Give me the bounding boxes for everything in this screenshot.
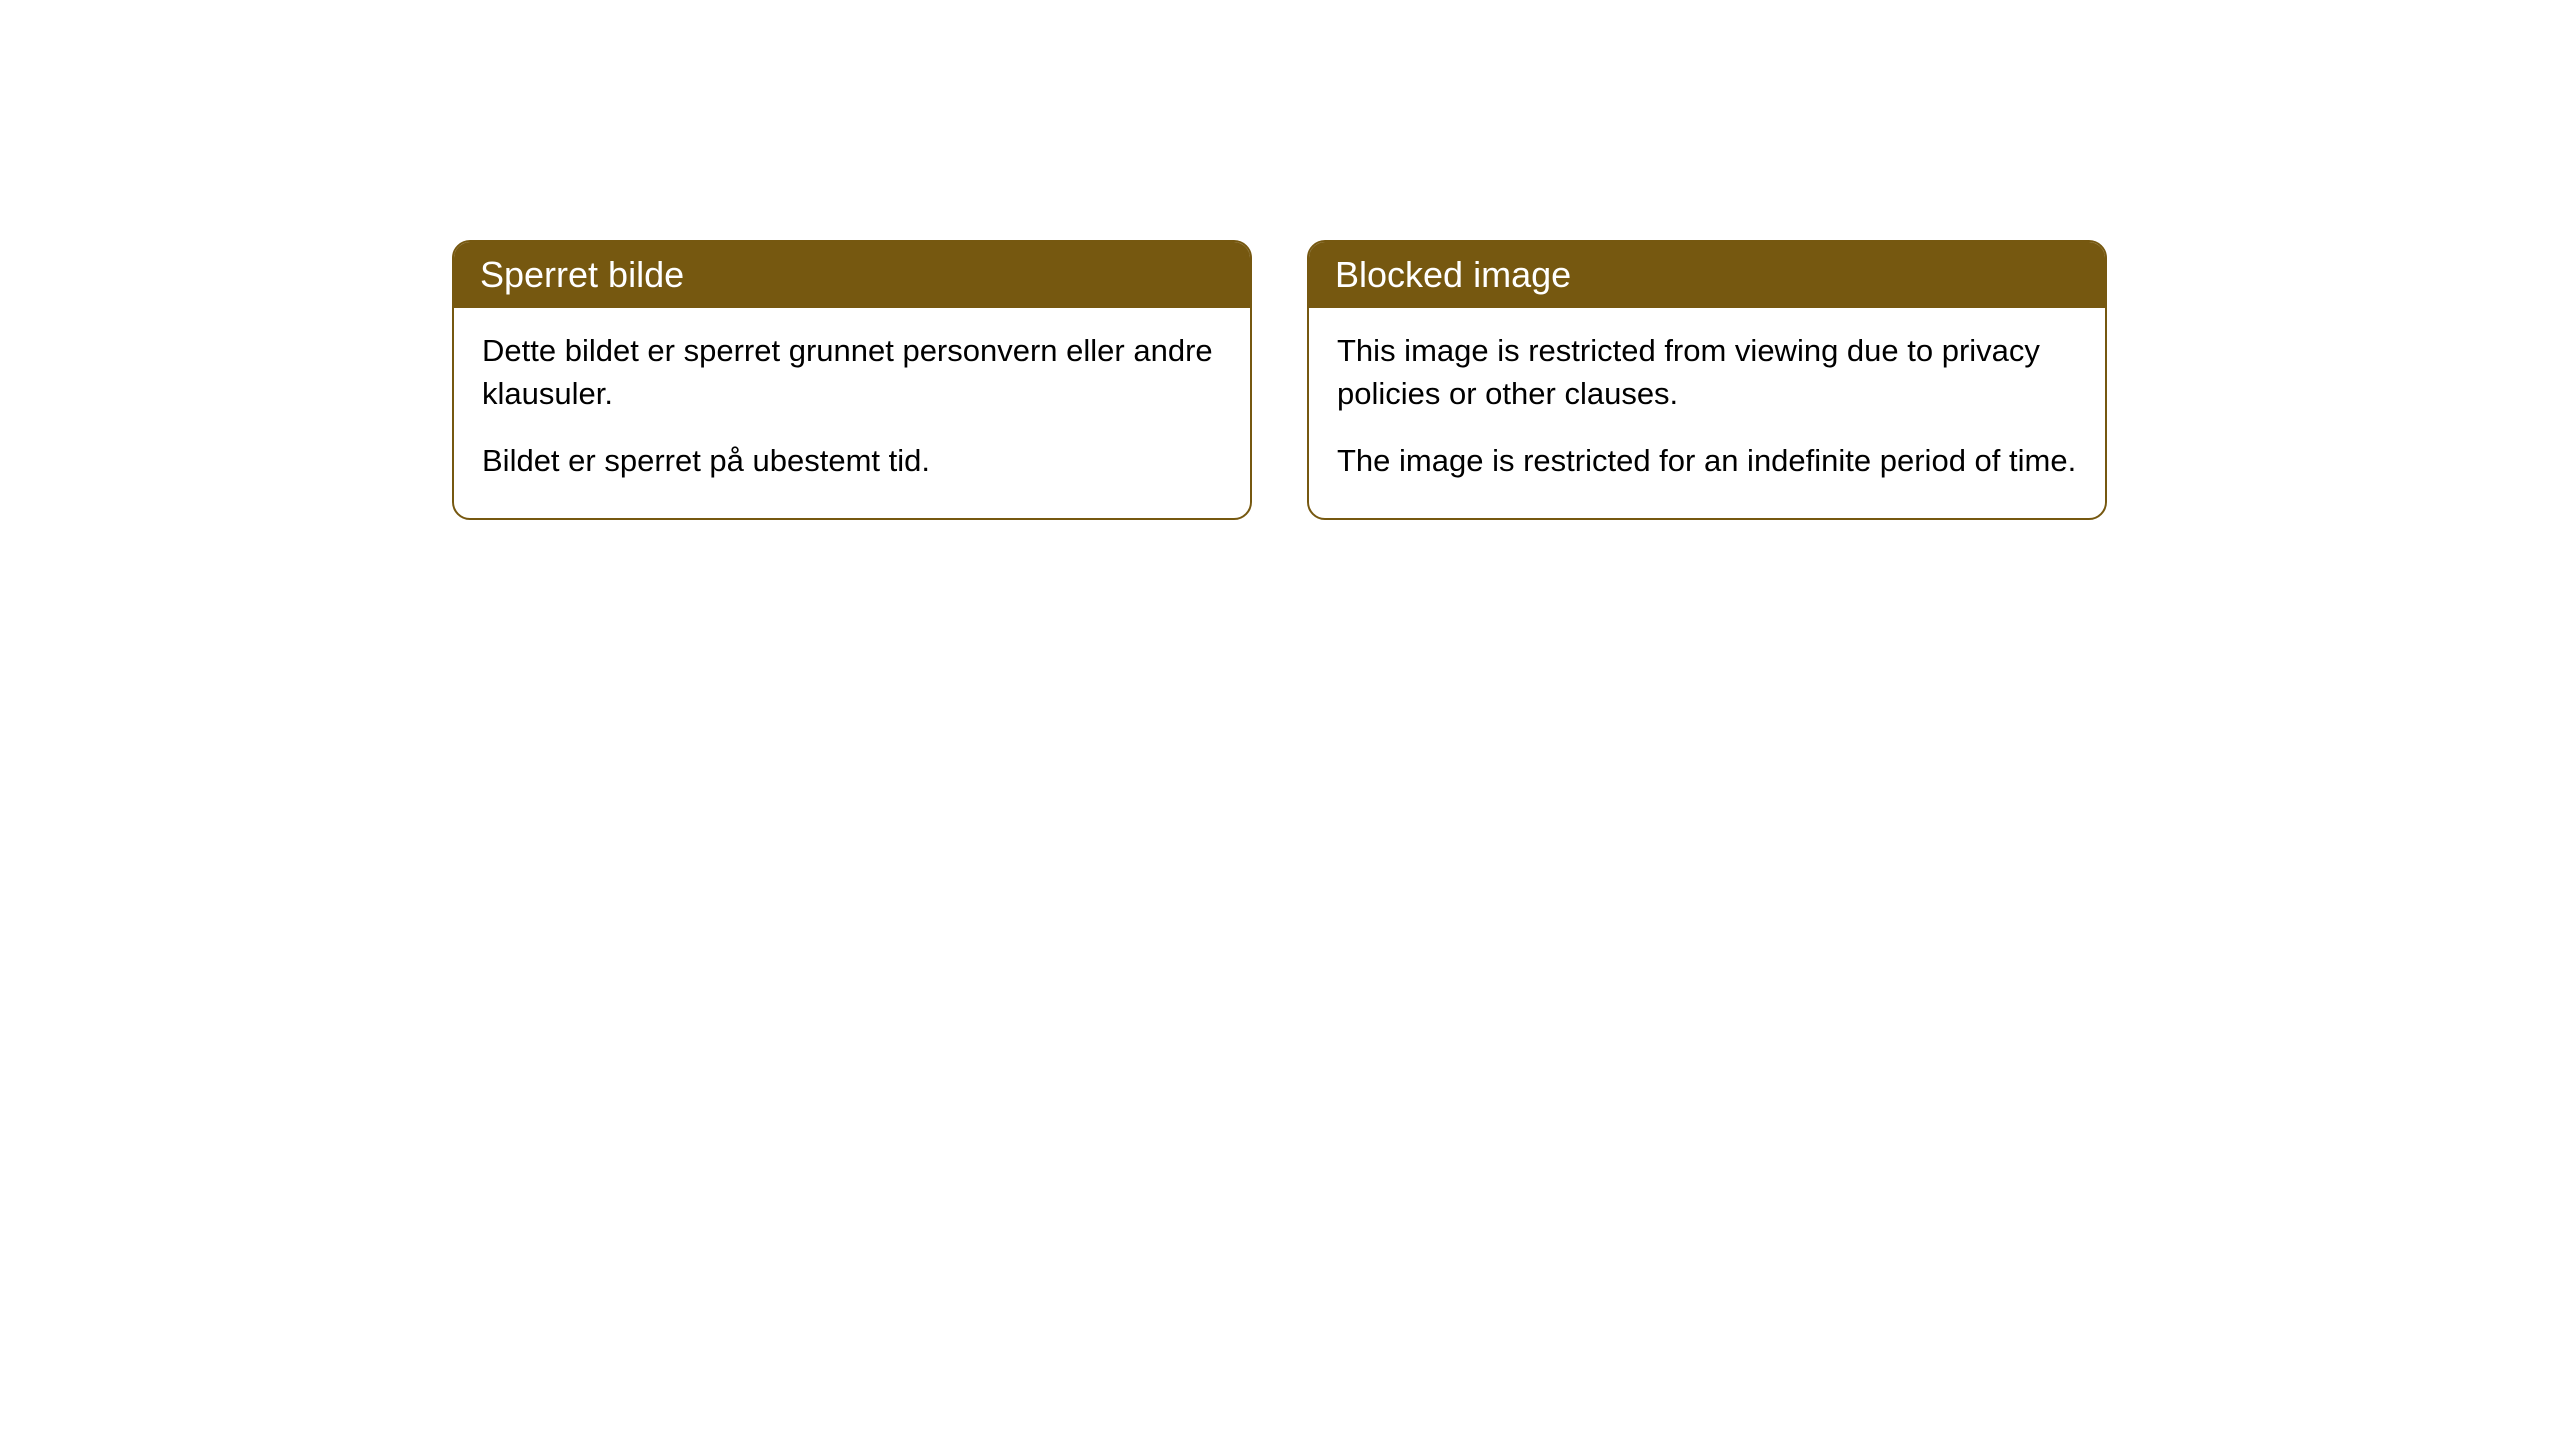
- card-title: Sperret bilde: [480, 254, 684, 295]
- card-paragraph: Dette bildet er sperret grunnet personve…: [482, 330, 1222, 416]
- blocked-image-card-norwegian: Sperret bilde Dette bildet er sperret gr…: [452, 240, 1252, 520]
- card-body: This image is restricted from viewing du…: [1309, 308, 2105, 518]
- card-paragraph: Bildet er sperret på ubestemt tid.: [482, 440, 1222, 483]
- blocked-image-card-english: Blocked image This image is restricted f…: [1307, 240, 2107, 520]
- card-body: Dette bildet er sperret grunnet personve…: [454, 308, 1250, 518]
- card-paragraph: The image is restricted for an indefinit…: [1337, 440, 2077, 483]
- notice-cards-container: Sperret bilde Dette bildet er sperret gr…: [452, 240, 2107, 520]
- card-header: Blocked image: [1309, 242, 2105, 308]
- card-header: Sperret bilde: [454, 242, 1250, 308]
- card-title: Blocked image: [1335, 254, 1571, 295]
- card-paragraph: This image is restricted from viewing du…: [1337, 330, 2077, 416]
